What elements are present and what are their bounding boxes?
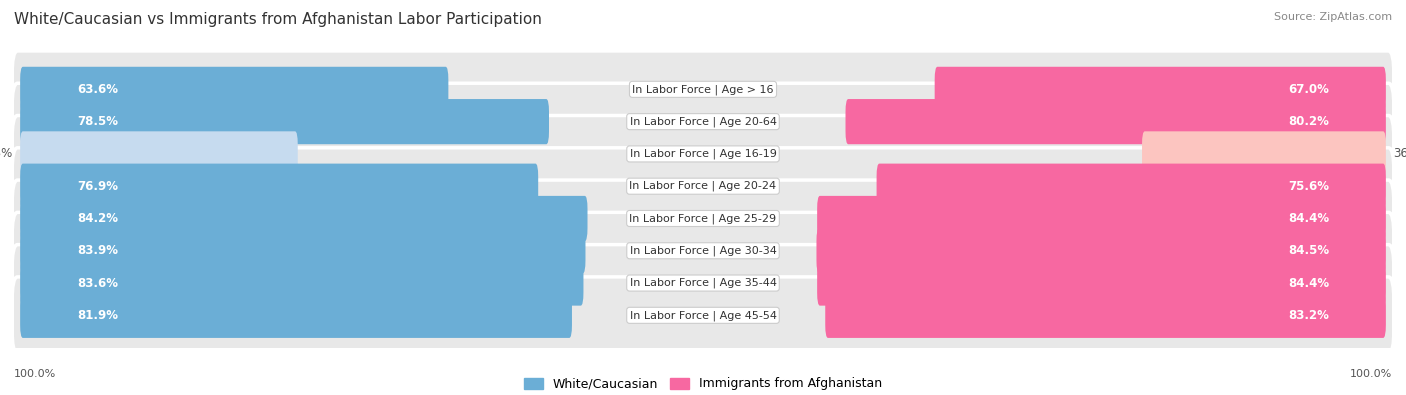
Text: 84.4%: 84.4%: [1288, 276, 1329, 290]
Text: 75.6%: 75.6%: [1288, 180, 1329, 193]
Text: 80.2%: 80.2%: [1288, 115, 1329, 128]
FancyBboxPatch shape: [20, 164, 538, 209]
FancyBboxPatch shape: [20, 293, 572, 338]
FancyBboxPatch shape: [20, 131, 298, 177]
FancyBboxPatch shape: [13, 83, 1393, 160]
Text: 78.5%: 78.5%: [77, 115, 118, 128]
Text: 83.6%: 83.6%: [77, 276, 118, 290]
Text: 41.3%: 41.3%: [0, 147, 13, 160]
FancyBboxPatch shape: [817, 228, 1386, 273]
Text: 84.5%: 84.5%: [1288, 244, 1329, 257]
Text: In Labor Force | Age 30-34: In Labor Force | Age 30-34: [630, 246, 776, 256]
Text: In Labor Force | Age 25-29: In Labor Force | Age 25-29: [630, 213, 776, 224]
FancyBboxPatch shape: [20, 99, 548, 144]
Text: 84.2%: 84.2%: [77, 212, 118, 225]
FancyBboxPatch shape: [13, 245, 1393, 322]
FancyBboxPatch shape: [825, 293, 1386, 338]
Text: 100.0%: 100.0%: [1350, 369, 1392, 379]
Text: 83.9%: 83.9%: [77, 244, 118, 257]
Text: Source: ZipAtlas.com: Source: ZipAtlas.com: [1274, 12, 1392, 22]
FancyBboxPatch shape: [13, 51, 1393, 128]
Text: In Labor Force | Age 20-64: In Labor Force | Age 20-64: [630, 117, 776, 127]
Text: 63.6%: 63.6%: [77, 83, 118, 96]
Legend: White/Caucasian, Immigrants from Afghanistan: White/Caucasian, Immigrants from Afghani…: [519, 372, 887, 395]
Text: 76.9%: 76.9%: [77, 180, 118, 193]
Text: 67.0%: 67.0%: [1288, 83, 1329, 96]
Text: White/Caucasian vs Immigrants from Afghanistan Labor Participation: White/Caucasian vs Immigrants from Afgha…: [14, 12, 541, 27]
Text: 81.9%: 81.9%: [77, 309, 118, 322]
Text: In Labor Force | Age 45-54: In Labor Force | Age 45-54: [630, 310, 776, 321]
FancyBboxPatch shape: [935, 67, 1386, 112]
FancyBboxPatch shape: [20, 228, 585, 273]
Text: 83.2%: 83.2%: [1288, 309, 1329, 322]
Text: In Labor Force | Age 35-44: In Labor Force | Age 35-44: [630, 278, 776, 288]
Text: 100.0%: 100.0%: [14, 369, 56, 379]
FancyBboxPatch shape: [13, 213, 1393, 289]
FancyBboxPatch shape: [13, 180, 1393, 257]
Text: In Labor Force | Age > 16: In Labor Force | Age > 16: [633, 84, 773, 95]
FancyBboxPatch shape: [20, 260, 583, 306]
Text: In Labor Force | Age 16-19: In Labor Force | Age 16-19: [630, 149, 776, 159]
FancyBboxPatch shape: [20, 67, 449, 112]
FancyBboxPatch shape: [1142, 131, 1386, 177]
FancyBboxPatch shape: [817, 196, 1386, 241]
FancyBboxPatch shape: [13, 277, 1393, 354]
FancyBboxPatch shape: [13, 115, 1393, 192]
FancyBboxPatch shape: [13, 148, 1393, 225]
FancyBboxPatch shape: [845, 99, 1386, 144]
FancyBboxPatch shape: [817, 260, 1386, 306]
FancyBboxPatch shape: [876, 164, 1386, 209]
Text: 84.4%: 84.4%: [1288, 212, 1329, 225]
FancyBboxPatch shape: [20, 196, 588, 241]
Text: 36.3%: 36.3%: [1393, 147, 1406, 160]
Text: In Labor Force | Age 20-24: In Labor Force | Age 20-24: [630, 181, 776, 192]
